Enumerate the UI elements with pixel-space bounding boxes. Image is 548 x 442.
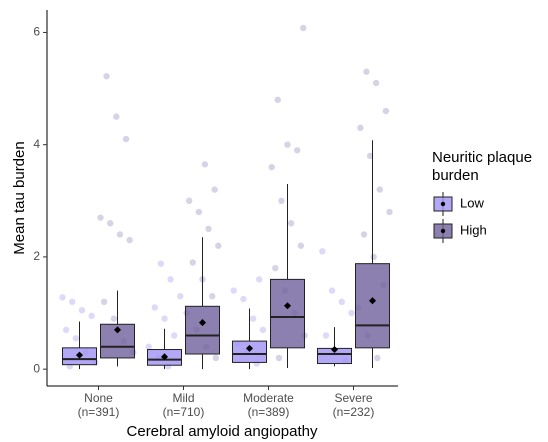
legend-title: burden xyxy=(432,167,479,184)
jitter-point xyxy=(107,220,114,227)
jitter-point xyxy=(366,152,374,160)
jitter-point xyxy=(151,304,158,311)
mean-marker xyxy=(330,345,339,354)
jitter-point xyxy=(72,335,80,342)
legend-title: Neuritic plaque xyxy=(432,149,532,166)
jitter-point xyxy=(256,276,263,283)
y-tick-label: 0 xyxy=(33,361,40,375)
jitter-point xyxy=(278,197,285,205)
jitter-point xyxy=(116,231,124,238)
x-count-label: (n=391) xyxy=(78,405,120,419)
mean-marker xyxy=(368,297,377,305)
x-tick-label: Moderate xyxy=(243,391,294,405)
jitter-point xyxy=(171,332,178,339)
mean-marker xyxy=(113,326,122,334)
mean-marker xyxy=(245,344,254,352)
jitter-point xyxy=(161,315,168,322)
x-tick-label: Mild xyxy=(172,391,194,405)
y-tick-label: 6 xyxy=(33,25,40,39)
jitter-point xyxy=(195,208,203,216)
jitter-point xyxy=(209,293,216,300)
x-axis-title: Cerebral amyloid angiopathy xyxy=(127,423,318,440)
mean-marker xyxy=(198,319,207,327)
jitter-point xyxy=(157,260,165,267)
jitter-point xyxy=(294,147,301,154)
jitter-point xyxy=(212,354,220,362)
jitter-point xyxy=(259,326,267,334)
jitter-point xyxy=(322,332,330,339)
jitter-point xyxy=(211,186,218,193)
jitter-point xyxy=(319,248,326,255)
jitter-point xyxy=(97,214,104,221)
jitter-point xyxy=(215,242,222,249)
jitter-point xyxy=(284,141,291,148)
jitter-point xyxy=(62,326,70,334)
jitter-point xyxy=(103,73,110,80)
x-tick-label: Severe xyxy=(334,391,372,405)
x-count-label: (n=710) xyxy=(163,405,205,419)
jitter-point xyxy=(110,315,118,322)
jitter-point xyxy=(78,307,86,314)
jitter-point xyxy=(300,24,307,32)
mean-marker xyxy=(283,302,292,310)
jitter-point xyxy=(167,276,174,283)
jitter-point xyxy=(338,298,345,306)
jitter-point xyxy=(297,242,305,249)
box xyxy=(270,278,305,349)
jitter-point xyxy=(145,343,152,350)
jitter-point xyxy=(205,225,212,233)
y-axis-title: Mean tau burden xyxy=(11,141,28,254)
box xyxy=(355,263,390,349)
jitter-point xyxy=(126,236,133,244)
jitter-point xyxy=(275,354,283,362)
jitter-point xyxy=(69,298,76,306)
jitter-point xyxy=(274,96,281,103)
jitter-point xyxy=(382,107,390,115)
jitter-point xyxy=(348,309,355,317)
jitter-point xyxy=(249,315,257,322)
mean-marker xyxy=(75,351,84,359)
x-count-label: (n=389) xyxy=(248,405,290,419)
jitter-point xyxy=(189,259,196,266)
jitter-point xyxy=(370,253,377,261)
jitter-point xyxy=(240,295,247,303)
x-count-label: (n=232) xyxy=(333,405,375,419)
y-tick-label: 2 xyxy=(33,249,40,263)
jitter-point xyxy=(376,186,383,193)
x-tick-label: None xyxy=(84,391,113,405)
y-tick-label: 4 xyxy=(33,137,40,151)
jitter-point xyxy=(386,208,393,216)
jitter-point xyxy=(59,294,66,301)
jitter-point xyxy=(185,197,193,205)
legend-label: High xyxy=(460,222,487,237)
jitter-point xyxy=(201,161,209,168)
jitter-point xyxy=(113,113,120,120)
jitter-point xyxy=(374,354,381,362)
jitter-point xyxy=(230,287,237,294)
box xyxy=(185,305,220,355)
jitter-point xyxy=(357,124,364,132)
jitter-point xyxy=(360,231,368,238)
legend-key-dot xyxy=(440,201,446,207)
jitter-point xyxy=(272,264,279,272)
mean-marker xyxy=(160,353,169,361)
legend-label: Low xyxy=(460,195,484,210)
jitter-point xyxy=(122,135,130,143)
jitter-point xyxy=(287,220,295,227)
jitter-point xyxy=(100,298,108,306)
jitter-point xyxy=(328,287,336,294)
jitter-point xyxy=(177,293,184,300)
legend-key-dot xyxy=(440,228,446,234)
jitter-point xyxy=(88,312,95,320)
jitter-point xyxy=(372,79,380,87)
jitter-point xyxy=(363,68,370,75)
jitter-point xyxy=(268,163,275,171)
